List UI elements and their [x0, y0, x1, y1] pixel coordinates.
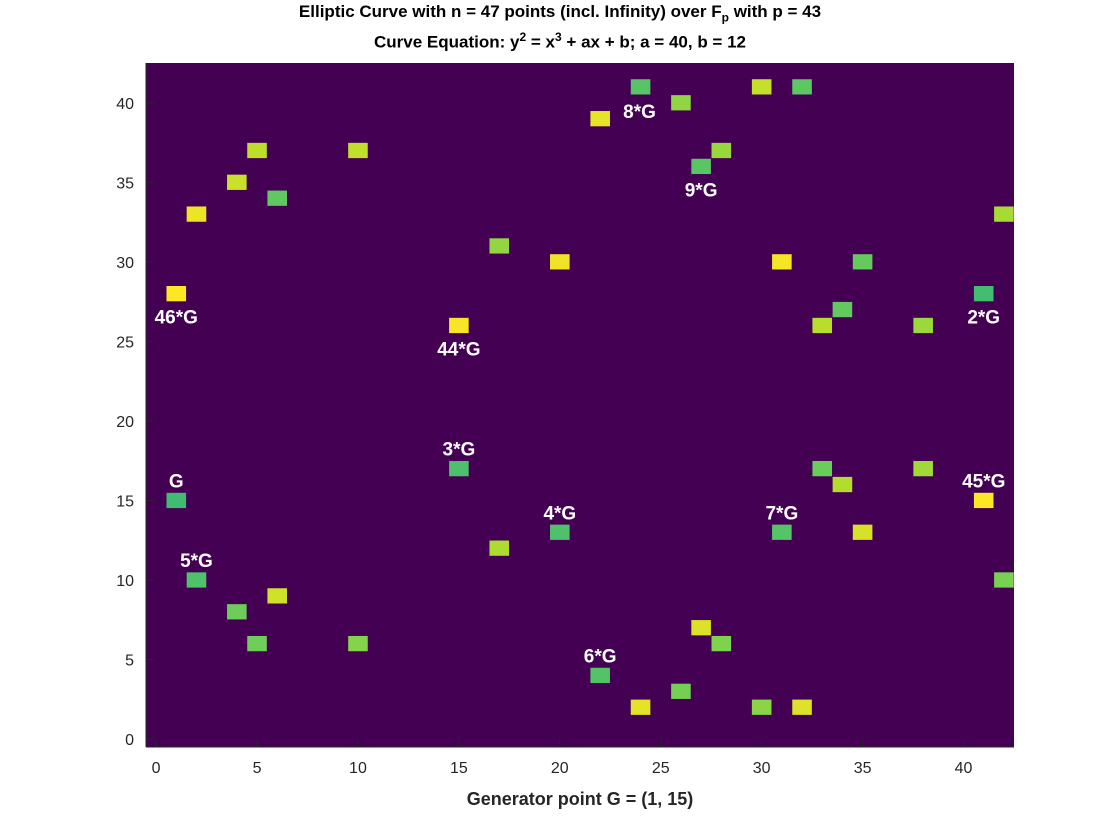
point-label: 44*G	[437, 339, 480, 360]
axes: 0 5 10 15 20 25 30 35 40 0 5 10 15 20 25 30 35 40	[116, 63, 1014, 777]
curve-point	[227, 174, 247, 190]
point-label: 5*G	[180, 551, 213, 572]
curve-point	[973, 492, 994, 509]
curve-point	[247, 635, 267, 652]
curve-point	[489, 540, 510, 556]
curve-point	[973, 286, 994, 302]
point-label: 4*G	[543, 503, 576, 524]
x-tick-label: 0	[152, 760, 161, 777]
x-tick-label: 10	[349, 760, 367, 777]
point-label: 9*G	[685, 180, 718, 201]
x-tick-label: 35	[854, 760, 872, 777]
y-tick-label: 0	[125, 732, 134, 749]
title-line-2: Curve Equation: y2 = x3 + ax + b; a = 40…	[374, 30, 746, 53]
y-tick-label: 25	[116, 334, 134, 351]
chart-title: Elliptic Curve with n = 47 points (incl.…	[0, 0, 1120, 53]
curve-point	[590, 667, 610, 684]
curve-point	[630, 79, 651, 95]
curve-point	[852, 524, 873, 540]
curve-point	[227, 604, 247, 620]
curve-point	[630, 699, 651, 715]
curve-point	[832, 301, 853, 318]
x-tick-label: 25	[652, 760, 670, 777]
x-tick-label: 15	[450, 760, 468, 777]
y-tick-label: 5	[125, 653, 134, 670]
curve-point	[449, 460, 469, 477]
curve-point	[852, 254, 873, 270]
curve-point	[913, 460, 933, 477]
x-axis-label: Generator point G = (1, 15)	[467, 789, 694, 809]
curve-point	[913, 317, 933, 334]
y-tick-label: 30	[116, 255, 134, 272]
curve-point	[994, 206, 1014, 222]
curve-point	[772, 524, 792, 540]
curve-point	[449, 317, 469, 334]
point-label: G	[169, 471, 184, 492]
y-tick-label: 35	[116, 175, 134, 192]
x-tick-label: 20	[551, 760, 569, 777]
curve-point	[832, 476, 853, 493]
curve-point	[691, 158, 711, 175]
y-tick-label: 20	[116, 414, 134, 431]
curve-point	[550, 254, 570, 270]
point-label: 45*G	[962, 471, 1005, 492]
curve-point	[550, 524, 570, 540]
curve-point	[166, 492, 187, 509]
curve-point	[671, 683, 691, 699]
point-label: 8*G	[623, 102, 656, 123]
curve-point	[671, 95, 691, 111]
point-label: 7*G	[765, 503, 798, 524]
y-tick-label: 10	[116, 573, 134, 590]
curve-point	[812, 317, 833, 334]
curve-point	[489, 238, 510, 254]
x-tick-label: 40	[955, 760, 973, 777]
point-label: 3*G	[443, 440, 476, 461]
curve-point	[751, 699, 772, 715]
point-label: 6*G	[584, 646, 617, 667]
curve-point	[186, 206, 207, 222]
curve-point	[348, 142, 368, 159]
curve-point	[186, 572, 207, 588]
plot-area	[146, 63, 1014, 747]
curve-point	[711, 635, 732, 652]
curve-point	[691, 620, 711, 636]
curve-point	[751, 79, 772, 95]
curve-point	[994, 572, 1014, 588]
y-tick-label: 40	[116, 96, 134, 113]
y-tick-label: 15	[116, 493, 134, 510]
curve-point	[166, 286, 187, 302]
curve-point	[792, 699, 812, 715]
curve-point	[267, 588, 287, 604]
curve-point	[267, 190, 287, 206]
title-line-1: Elliptic Curve with n = 47 points (incl.…	[298, 2, 822, 25]
curve-point	[792, 79, 812, 95]
x-tick-label: 5	[253, 760, 262, 777]
curve-point	[711, 142, 732, 159]
point-labels-layer: G 2*G 3*G 4*G 5*G 6*G 7*G 8*G 9*G 44*G 45*G 46*G	[155, 102, 1006, 668]
curve-point	[590, 111, 610, 127]
curve-point	[772, 254, 792, 270]
curve-point	[247, 142, 267, 159]
curve-point	[348, 635, 368, 652]
point-label: 2*G	[967, 308, 1000, 329]
points-layer	[166, 79, 1014, 715]
curve-point	[812, 460, 833, 477]
x-tick-label: 30	[753, 760, 771, 777]
point-label: 46*G	[155, 308, 198, 329]
